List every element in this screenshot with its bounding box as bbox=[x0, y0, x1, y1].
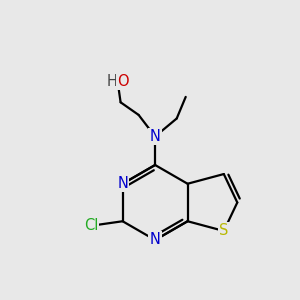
Text: N: N bbox=[150, 232, 160, 247]
Text: S: S bbox=[219, 224, 229, 238]
Text: N: N bbox=[150, 129, 160, 144]
Text: H: H bbox=[107, 74, 118, 89]
Text: O: O bbox=[117, 74, 129, 89]
Text: N: N bbox=[117, 176, 128, 191]
Text: Cl: Cl bbox=[84, 218, 98, 233]
